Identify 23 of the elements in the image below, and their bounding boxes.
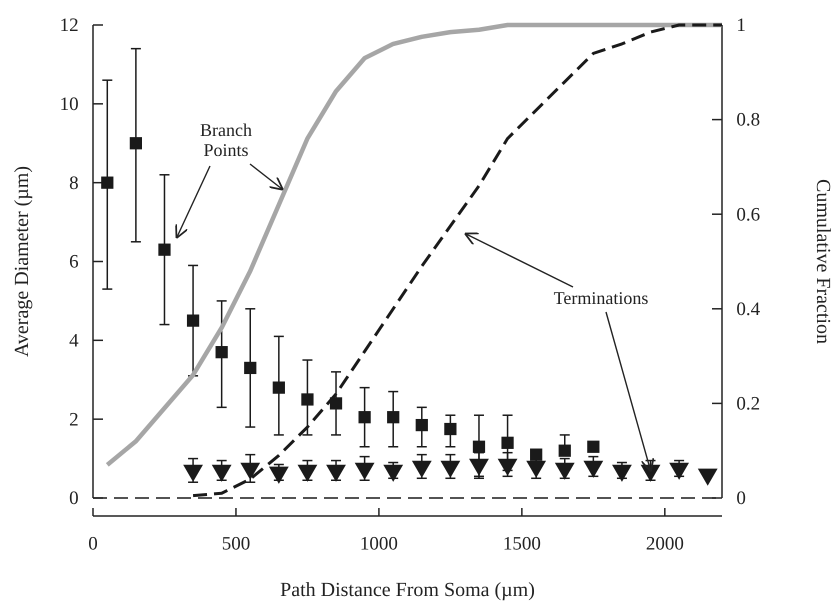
x-tick-label: 1500 bbox=[502, 533, 541, 554]
x-tick-label: 2000 bbox=[646, 533, 684, 554]
x-tick-label: 500 bbox=[222, 533, 250, 554]
annotation: Terminations bbox=[554, 288, 648, 308]
y-tick-label: 8 bbox=[69, 172, 79, 194]
y-tick-label: 4 bbox=[69, 330, 80, 352]
y2-tick-label: 1 bbox=[736, 15, 746, 36]
x-tick-label: 1000 bbox=[360, 533, 398, 554]
y2-tick-label: 0.2 bbox=[736, 393, 760, 414]
y-tick-label: 0 bbox=[69, 488, 79, 510]
y2-tick-label: 0.8 bbox=[736, 110, 760, 131]
y-tick-label: 12 bbox=[60, 15, 79, 36]
y2-axis-title: Cumulative Fraction bbox=[812, 179, 834, 344]
y-tick-label: 2 bbox=[69, 409, 79, 430]
x-axis-title: Path Distance From Soma (µm) bbox=[280, 579, 535, 601]
x-tick-label: 0 bbox=[88, 533, 98, 554]
y-tick-label: 10 bbox=[60, 94, 79, 115]
y-axis-title: Average Diameter (µm) bbox=[11, 166, 33, 358]
y2-tick-label: 0.4 bbox=[736, 298, 761, 320]
y2-tick-label: 0.6 bbox=[736, 204, 760, 226]
annotation: Branch Points bbox=[200, 120, 252, 160]
y-tick-label: 6 bbox=[69, 252, 79, 273]
y2-tick-label: 0 bbox=[736, 488, 746, 510]
